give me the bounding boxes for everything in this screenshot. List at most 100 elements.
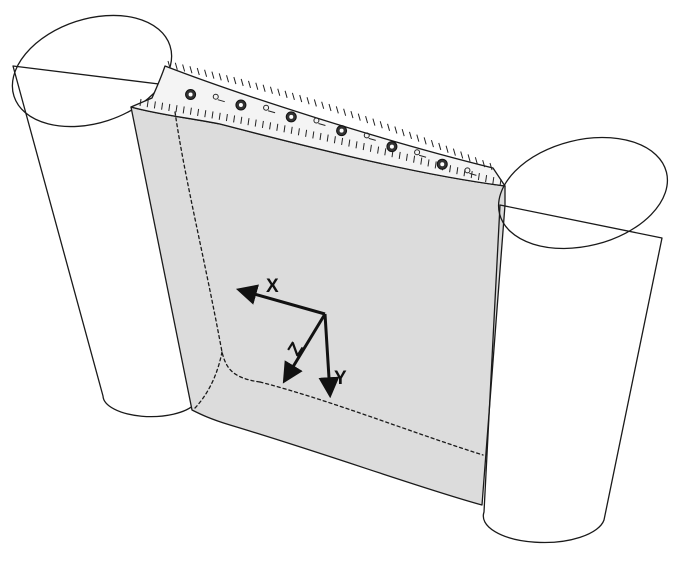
stitch-mark [218,112,221,120]
x-axis-label: X [266,276,279,297]
y-axis-arrow [318,313,340,399]
stitch-mark [423,137,427,145]
stitch-mark [485,174,488,183]
stitch-mark [306,97,310,105]
stitch-mark [398,151,401,160]
stitch-mark [394,126,398,134]
stitch-mark [312,131,315,139]
stitch-mark [305,129,308,137]
stitch-mark [262,84,266,92]
stitch-mark [362,142,365,151]
stitch-mark [409,131,412,139]
stitch-mark [326,134,329,142]
left-roller [11,14,196,418]
stitch-mark [328,103,332,112]
stitch-mark [197,108,200,116]
stitch-mark [387,123,391,131]
stitch-mark [196,67,200,76]
rosette-center [339,128,344,133]
stitch-mark [277,88,281,96]
left-roller-body [12,65,196,418]
stitch-mark [341,137,344,145]
stitch-mark [211,71,215,79]
stitch-mark [254,119,257,127]
seam-dashed-bottom [259,381,484,456]
rosette-center [389,144,394,149]
stitch-mark [240,78,244,87]
loop-tail [217,99,225,103]
stitch-mark [413,155,416,163]
stitch-mark [350,111,354,119]
stitch-mark [297,128,300,136]
stitch-mark [182,64,186,72]
stitch-mark [377,146,380,154]
stitch-mark [283,125,286,133]
rosette-center [238,103,243,108]
stitch-mark [313,99,317,107]
stitch-mark [335,106,339,114]
stitch-mark [240,116,243,124]
stitch-mark [225,114,228,122]
loop-mark [212,93,219,100]
stitch-mark [204,110,207,118]
stitch-mark [261,120,264,129]
stitch-mark [470,171,473,179]
right-roller-top-face [497,136,669,250]
loop-tail [469,172,477,176]
stitch-marks-top [167,60,493,171]
stitch-mark [420,157,423,165]
stitch-mark [482,159,486,168]
stitch-mark [189,66,193,74]
y-axis-label: Y [334,368,347,389]
stitch-mark [175,105,178,113]
loop-mark [263,104,270,111]
stitch-mark [434,161,437,169]
stitch-mark [445,145,449,153]
loop-mark [414,149,421,156]
x-axis-arrow [235,284,326,316]
seam-dashed-left [174,111,261,383]
loop-tail [318,123,326,126]
stitch-mark [492,176,495,185]
stitch-mark [321,101,325,109]
stitch-mark [416,134,420,142]
stitch-mark [211,111,214,119]
stitch-mark [248,80,251,88]
stitch-mark [153,101,156,109]
loop-mark [464,167,471,174]
stitch-mark [474,157,478,165]
stitch-mark [430,139,434,148]
stitch-mark [284,90,288,98]
stitch-mark [365,115,369,124]
loop-tail [368,137,376,141]
stitch-mark [401,128,405,137]
stitch-mark [467,154,471,162]
rosette-center [289,114,294,119]
stitch-mark [460,151,464,159]
seam-dashed-corner [194,351,223,409]
right-roller [482,136,669,544]
stitch-mark [357,113,361,121]
stitch-mark [161,102,164,110]
stitch-mark [372,118,376,126]
stitch-mark [167,60,171,69]
stitch-mark [189,107,192,115]
pattern-strip [130,65,506,187]
stitch-mark [333,136,336,144]
stitch-mark [276,123,279,131]
stitch-mark [456,167,459,175]
stitch-mark [452,148,456,156]
stitch-mark [438,142,442,151]
rosette-center [188,92,193,97]
stitch-mark [384,148,387,156]
stitch-mark [233,115,236,123]
left-roller-top-face [11,14,173,128]
stitch-mark [218,73,222,81]
stitch-mark [139,98,142,107]
stitch-mark [226,75,230,83]
stitch-mark [405,153,408,161]
loop-mark [313,117,320,124]
stitch-mark [449,165,452,173]
stitch-mark [204,69,208,77]
